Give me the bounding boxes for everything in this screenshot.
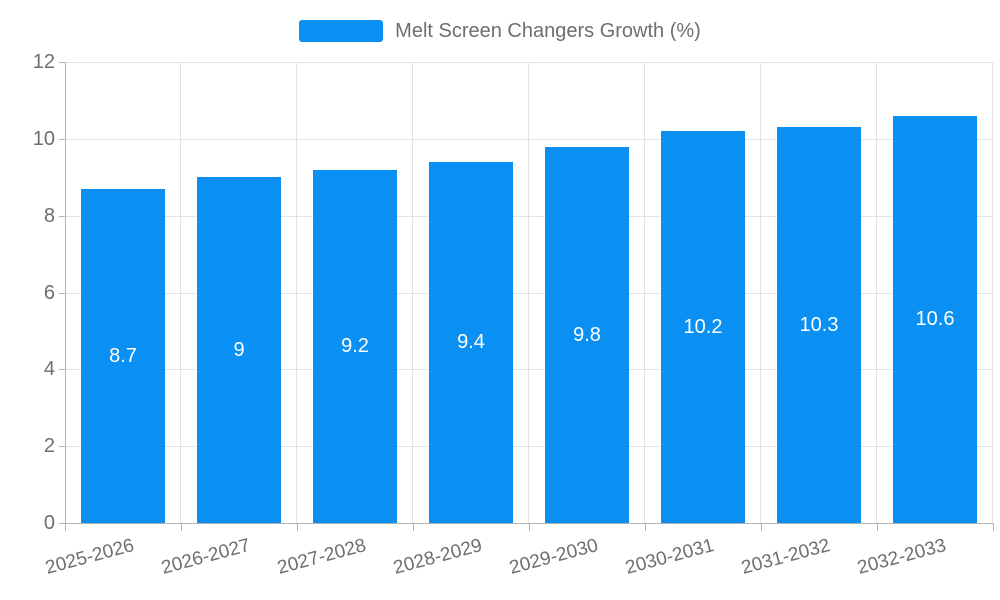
x-tick-mark [993, 523, 994, 531]
gridline [528, 62, 529, 523]
y-tick-mark [59, 292, 65, 294]
bar: 8.7 [81, 188, 165, 523]
y-axis-tick-label: 10 [32, 127, 55, 150]
bar: 9.8 [545, 146, 629, 523]
bar-value-label: 8.7 [109, 344, 137, 367]
bar: 9 [197, 177, 281, 523]
y-tick-mark [59, 446, 65, 448]
y-tick-mark [59, 62, 65, 63]
gridline [65, 369, 993, 371]
x-tick-mark [529, 523, 530, 531]
y-tick-mark [59, 215, 65, 217]
bar-value-label: 9 [233, 339, 245, 362]
gridline [412, 62, 413, 523]
y-tick-mark [59, 523, 65, 524]
x-tick-mark [413, 523, 414, 531]
y-axis-tick-label: 4 [43, 358, 55, 381]
gridline [65, 138, 993, 140]
y-axis-tick-label: 6 [43, 281, 55, 304]
x-tick-mark [761, 523, 762, 531]
bar: 10.3 [777, 127, 861, 523]
bar: 9.2 [313, 169, 397, 523]
gridline [992, 62, 993, 523]
legend[interactable]: Melt Screen Changers Growth (%) [0, 20, 1000, 42]
y-axis-tick-label: 2 [43, 435, 55, 458]
gridline [65, 446, 993, 448]
bar-value-label: 10.6 [915, 308, 955, 331]
x-tick-mark [297, 523, 298, 531]
gridline [65, 215, 993, 217]
gridline [180, 62, 181, 523]
bar: 10.2 [661, 131, 745, 523]
x-tick-mark [877, 523, 878, 531]
y-tick-mark [59, 369, 65, 371]
legend-label: Melt Screen Changers Growth (%) [395, 20, 701, 42]
x-tick-mark [181, 523, 182, 531]
gridline [876, 62, 877, 523]
y-axis-tick-label: 12 [32, 51, 55, 73]
y-tick-mark [59, 138, 65, 140]
plot-area: 8.7 9 9.2 9.4 9.8 10.2 10.3 10.6 [65, 62, 993, 523]
gridline [65, 62, 993, 63]
bar: 9.4 [429, 161, 513, 523]
bar-value-label: 9.2 [341, 335, 369, 358]
gridline [644, 62, 645, 523]
y-axis-line [65, 62, 66, 524]
bar-value-label: 9.4 [457, 331, 485, 354]
bar-value-label: 10.3 [799, 314, 839, 337]
x-tick-mark [645, 523, 646, 531]
legend-swatch [299, 20, 384, 42]
y-axis-tick-label: 0 [43, 512, 55, 534]
bar-value-label: 10.2 [683, 316, 723, 339]
gridline [65, 292, 993, 294]
y-axis-tick-label: 8 [43, 204, 55, 227]
gridline [296, 62, 297, 523]
bar: 10.6 [893, 115, 977, 523]
x-tick-mark [65, 523, 66, 531]
gridline [760, 62, 761, 523]
bar-value-label: 9.8 [573, 323, 601, 346]
